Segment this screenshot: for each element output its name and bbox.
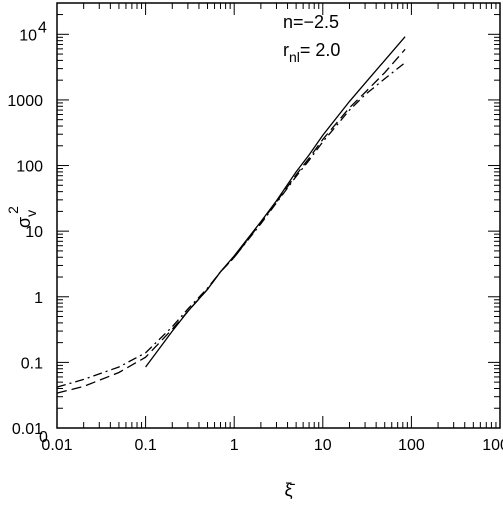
y-tick-label: 10 [25,224,43,241]
series-lines [56,36,406,394]
y-tick-label-exponent: 4 [38,19,47,36]
x-tick-label: 0.01 [41,437,72,454]
y-tick-label: 0.01 [12,421,43,438]
x-tick-label: 10 [314,437,332,454]
x-tick-label: 100 [398,437,425,454]
x-tick-labels: 0.01 0.1 1 10 100 1000 [41,437,503,454]
y-tick-label: 0.1 [21,355,43,372]
axis-ticks [56,2,501,429]
y-axis-label-sup: 2 [5,206,21,214]
origin-tick-label: 0 [39,429,48,446]
annotation-rnl: rnl= 2.0 [283,40,340,65]
y-axis-label: σv2 [5,206,39,228]
y-tick-label: 1000 [7,93,43,110]
y-axis-label-base: σ [14,217,34,228]
x-tick-label: 1 [230,437,239,454]
x-tick-label: 1000 [482,437,503,454]
plot-frame [56,2,501,429]
y-axis-label-sub: v [23,210,39,217]
y-tick-label: 100 [16,159,43,176]
y-tick-label: 10 [19,27,37,44]
series-line-dashed [56,48,406,394]
plot-frame-group [56,2,501,429]
annotation-r-main: r [283,40,289,60]
x-axis-label-group: ξ̄ [284,480,295,500]
annotation-r-value: = 2.0 [300,40,341,60]
x-tick-label: 0.1 [134,437,156,454]
series-line-dashdot [56,62,406,388]
annotation-n: n=−2.5 [283,12,339,32]
annotation-r-sub: nl [289,49,300,65]
series-line-solid [145,36,406,368]
y-tick-label: 1 [34,290,43,307]
x-axis-label: ξ̄ [284,480,295,500]
y-axis-label-text: σv2 [5,206,39,228]
